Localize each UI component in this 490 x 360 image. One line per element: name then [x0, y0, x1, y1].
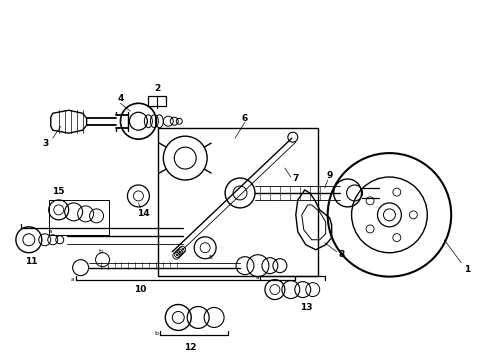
- Text: a: a: [71, 277, 74, 282]
- Text: a: a: [49, 229, 52, 234]
- Text: 8: 8: [339, 250, 345, 259]
- Text: b: b: [154, 331, 158, 336]
- Text: 15: 15: [52, 188, 65, 197]
- Text: 10: 10: [134, 285, 147, 294]
- Text: 2: 2: [154, 84, 160, 93]
- Bar: [148, 96, 166, 106]
- Text: 12: 12: [184, 343, 196, 352]
- Text: 1: 1: [464, 265, 470, 274]
- Bar: [158, 128, 318, 276]
- Text: a: a: [255, 275, 259, 280]
- Text: 11: 11: [24, 257, 37, 266]
- Text: b: b: [98, 249, 102, 254]
- Bar: [49, 200, 108, 235]
- Text: 5: 5: [208, 255, 212, 260]
- Text: 4: 4: [117, 94, 123, 103]
- Text: 14: 14: [137, 210, 150, 219]
- Text: 7: 7: [293, 174, 299, 183]
- Text: 9: 9: [326, 171, 333, 180]
- Text: 3: 3: [43, 139, 49, 148]
- Text: 6: 6: [242, 114, 248, 123]
- Text: 13: 13: [300, 303, 313, 312]
